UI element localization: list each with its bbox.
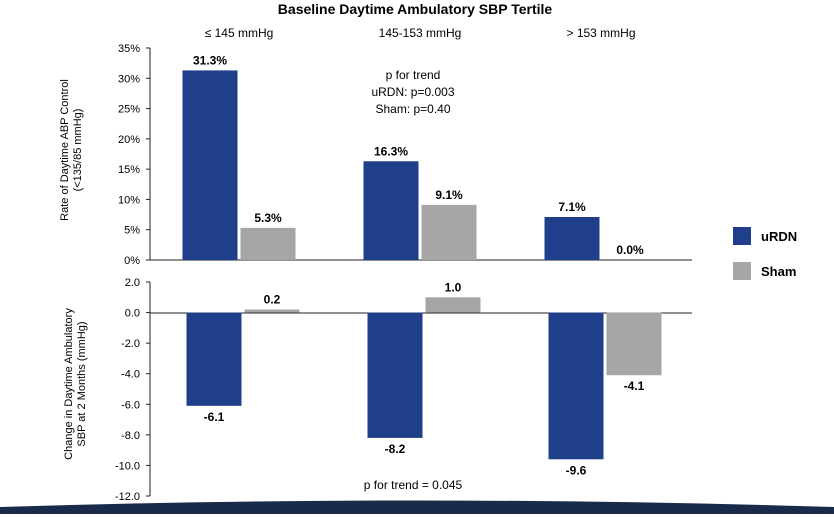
top-bar-label: 16.3% (374, 144, 408, 158)
top-ytick-label: 25% (118, 104, 140, 116)
category-label: 145-153 mmHg (379, 26, 462, 40)
top-ytick-label: 30% (118, 73, 140, 85)
top-bar-urdn (544, 216, 600, 260)
bottom-bar-sham (425, 297, 481, 313)
legend-label-sham: Sham (761, 264, 796, 279)
top-bar-label: 9.1% (435, 188, 463, 202)
top-ytick-label: 15% (118, 164, 140, 176)
bottom-ytick-label: -10.0 (115, 460, 140, 472)
bottom-ylabel-line1: Change in Daytime Ambulatory (63, 308, 75, 460)
bottom-ytick-label: -2.0 (121, 338, 140, 350)
bottom-ylabel-line2: SBP at 2 Months (mmHg) (76, 321, 88, 446)
legend-swatch-sham (733, 262, 751, 280)
bottom-ytick-label: -8.0 (121, 430, 140, 442)
p-trend-bottom: p for trend = 0.045 (364, 478, 463, 492)
p-trend-urdn: uRDN: p=0.003 (371, 85, 454, 99)
top-bar-urdn (182, 70, 238, 260)
bottom-bar-urdn (367, 312, 423, 438)
p-trend-heading: p for trend (386, 68, 441, 82)
legend-swatch-urdn (733, 227, 751, 245)
top-ytick-label: 5% (124, 225, 140, 237)
p-trend-sham: Sham: p=0.40 (375, 102, 450, 116)
bottom-bar-label: -4.1 (624, 379, 645, 393)
bottom-bar-label: -6.1 (204, 410, 225, 424)
bottom-bar-urdn (548, 312, 604, 460)
bottom-ytick-label: 0.0 (125, 308, 140, 320)
bottom-ytick-label: 2.0 (125, 277, 140, 289)
bottom-ytick-label: -6.0 (121, 399, 140, 411)
footer-band (0, 500, 834, 514)
top-bar-urdn (363, 161, 419, 260)
top-bar-label: 7.1% (558, 200, 586, 214)
bottom-ytick-label: -12.0 (115, 491, 140, 503)
top-ylabel-line1: Rate of Daytime ABP Control (59, 79, 71, 221)
category-label: ≤ 145 mmHg (205, 26, 274, 40)
bottom-bar-label: -9.6 (566, 463, 587, 477)
top-ytick-label: 0% (124, 255, 140, 267)
legend-label-urdn: uRDN (761, 229, 797, 244)
category-label: > 153 mmHg (566, 26, 635, 40)
bottom-ytick-label: -4.0 (121, 369, 140, 381)
bottom-bar-sham (606, 312, 662, 376)
top-bar-sham (421, 204, 477, 260)
bottom-bar-label: -8.2 (385, 442, 406, 456)
bottom-bar-sham (244, 309, 300, 313)
top-bar-label: 0.0% (616, 243, 644, 257)
top-ytick-label: 35% (118, 43, 140, 55)
chart-title: Baseline Daytime Ambulatory SBP Tertile (278, 1, 553, 17)
top-bar-label: 31.3% (193, 53, 227, 67)
top-ytick-label: 10% (118, 194, 140, 206)
bottom-bar-label: 1.0 (445, 280, 462, 294)
bottom-bar-urdn (186, 312, 242, 406)
top-ytick-label: 20% (118, 134, 140, 146)
bottom-bar-label: 0.2 (264, 293, 281, 307)
top-bar-sham (240, 227, 296, 260)
top-ylabel-line2: (<135/85 mmHg) (72, 109, 84, 192)
top-bar-label: 5.3% (254, 211, 282, 225)
